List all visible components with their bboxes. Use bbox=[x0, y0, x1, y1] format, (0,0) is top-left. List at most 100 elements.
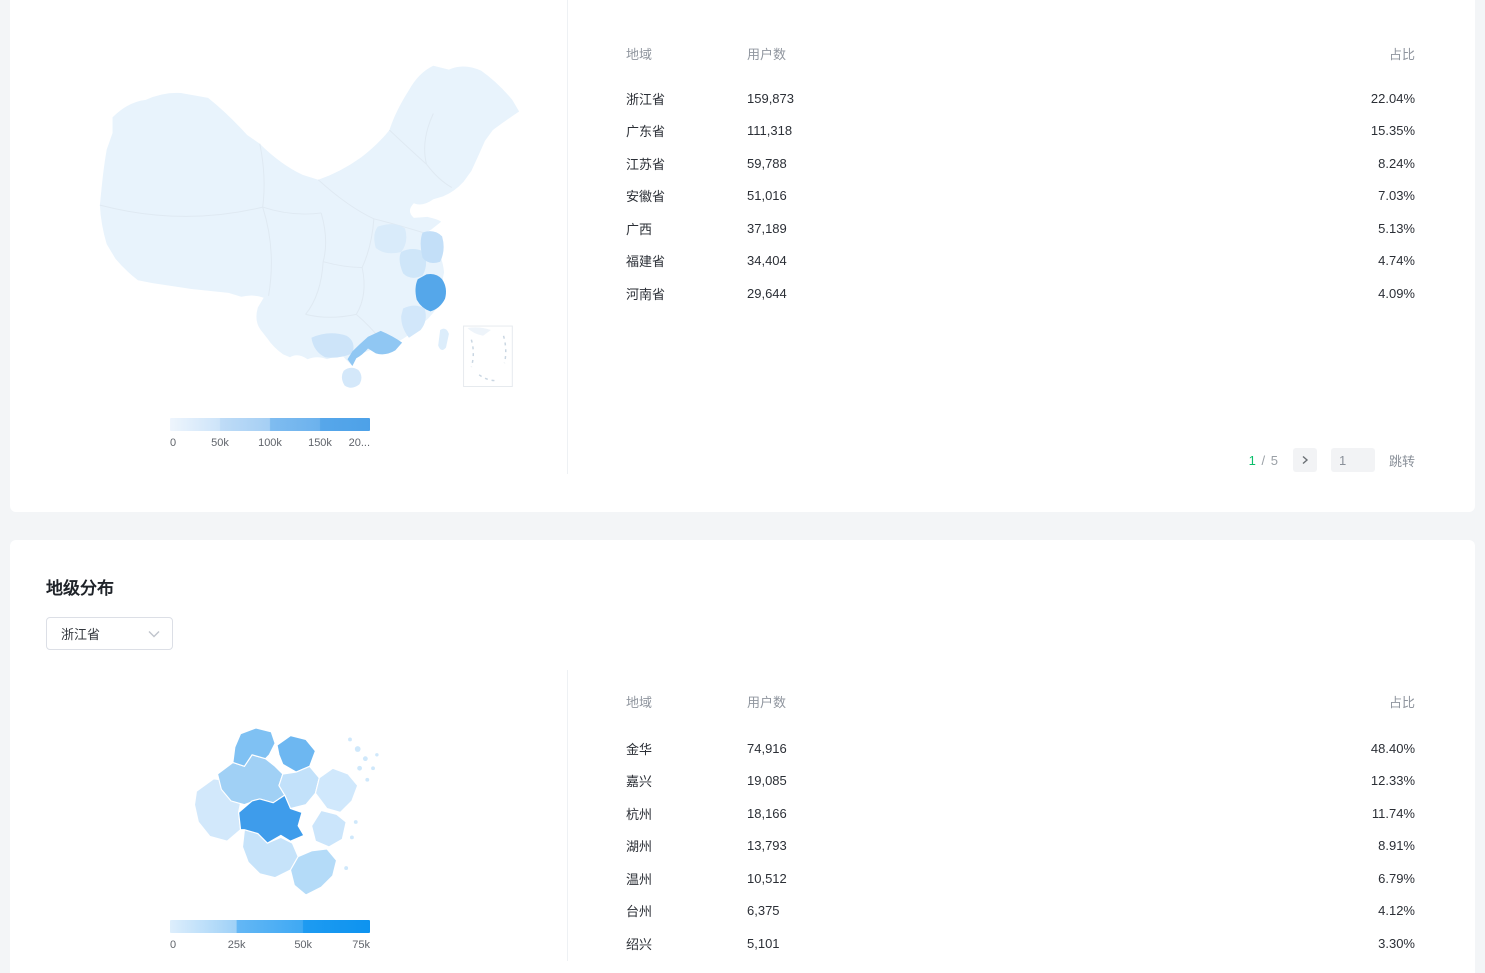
cell-region: 广西 bbox=[626, 221, 653, 237]
region-henan bbox=[374, 224, 407, 254]
table-row: 温州 10,512 6.79% bbox=[626, 862, 1415, 895]
cell-users: 18,166 bbox=[747, 805, 787, 821]
cell-share: 12.33% bbox=[1370, 773, 1415, 789]
region-shaoxing bbox=[278, 765, 320, 810]
city-distribution-card: 地级分布 浙江省 bbox=[10, 540, 1475, 973]
zhejiang-map-legend: 0 25k 50k 75k bbox=[170, 920, 370, 954]
page-indicator: 1 / 5 bbox=[1249, 453, 1279, 468]
chevron-right-icon bbox=[1302, 455, 1309, 465]
region-anhui bbox=[399, 249, 427, 278]
cell-users: 19,085 bbox=[747, 773, 787, 789]
cell-region: 台州 bbox=[626, 904, 653, 920]
cell-region: 安徽省 bbox=[626, 189, 666, 205]
cell-users: 34,404 bbox=[747, 253, 787, 269]
cell-share: 8.91% bbox=[1378, 838, 1415, 854]
cell-share: 3.30% bbox=[1378, 935, 1415, 951]
cell-users: 6,375 bbox=[747, 903, 780, 919]
cell-users: 10,512 bbox=[747, 870, 787, 886]
cell-users: 74,916 bbox=[747, 740, 787, 756]
col-header-users: 用户数 bbox=[747, 694, 787, 710]
col-header-region: 地域 bbox=[626, 46, 653, 62]
cell-users: 159,873 bbox=[747, 90, 794, 106]
cell-users: 5,101 bbox=[747, 935, 780, 951]
cell-share: 8.24% bbox=[1378, 155, 1415, 171]
cell-region: 金华 bbox=[626, 741, 653, 757]
legend-tick: 25k bbox=[227, 939, 246, 951]
zhejiang-choropleth-map[interactable] bbox=[162, 678, 442, 918]
table-row: 台州 6,375 4.12% bbox=[626, 895, 1415, 928]
region-huzhou bbox=[232, 727, 276, 768]
table-row: 广东省 111,318 15.35% bbox=[626, 115, 1415, 148]
cell-share: 6.79% bbox=[1378, 870, 1415, 886]
legend-tick: 50k bbox=[294, 939, 313, 951]
region-taiwan bbox=[438, 328, 449, 351]
cell-region: 江苏省 bbox=[626, 156, 666, 172]
table-header: 地域 用户数 占比 bbox=[626, 692, 1415, 710]
region-guangxi bbox=[311, 333, 354, 358]
cell-region: 广东省 bbox=[626, 124, 666, 140]
cell-users: 111,318 bbox=[747, 123, 793, 139]
legend-tick: 0 bbox=[170, 939, 177, 951]
region-guangdong[interactable] bbox=[347, 330, 403, 367]
table-row: 江苏省 59,788 8.24% bbox=[626, 147, 1415, 180]
cell-share: 4.74% bbox=[1378, 253, 1415, 269]
chevron-down-icon bbox=[148, 630, 160, 637]
legend-tick: 0 bbox=[170, 437, 177, 449]
cell-users: 29,644 bbox=[747, 285, 787, 301]
table-row: 广西 37,189 5.13% bbox=[626, 212, 1415, 245]
cell-share: 15.35% bbox=[1370, 123, 1415, 139]
col-header-share: 占比 bbox=[1388, 694, 1415, 710]
province-select[interactable]: 浙江省 bbox=[46, 617, 173, 650]
cell-share: 4.12% bbox=[1378, 903, 1415, 919]
cell-region: 温州 bbox=[626, 871, 653, 887]
zhejiang-legend-gradient bbox=[170, 920, 370, 933]
table-row: 金华 74,916 48.40% bbox=[626, 732, 1415, 765]
china-choropleth-map[interactable] bbox=[40, 16, 540, 406]
table-row: 杭州 18,166 11.74% bbox=[626, 797, 1415, 830]
region-jiangsu bbox=[420, 231, 444, 263]
cell-users: 59,788 bbox=[747, 155, 787, 171]
table-header: 地域 用户数 占比 bbox=[626, 44, 1415, 62]
legend-tick: 100k bbox=[258, 437, 282, 449]
region-hainan bbox=[341, 367, 362, 388]
cell-users: 13,793 bbox=[747, 838, 787, 854]
section-title: 地级分布 bbox=[46, 579, 114, 598]
china-legend-gradient bbox=[170, 418, 370, 431]
table-row: 浙江省 159,873 22.04% bbox=[626, 82, 1415, 115]
table-row: 安徽省 51,016 7.03% bbox=[626, 180, 1415, 213]
cell-share: 7.03% bbox=[1378, 188, 1415, 204]
cell-region: 绍兴 bbox=[626, 936, 653, 952]
table-row: 福建省 34,404 4.74% bbox=[626, 245, 1415, 278]
south-china-sea-inset bbox=[463, 325, 513, 387]
china-map-legend: 0 50k 100k 150k 20... bbox=[170, 418, 370, 452]
cell-share: 5.13% bbox=[1378, 220, 1415, 236]
cell-region: 湖州 bbox=[626, 839, 653, 855]
province-distribution-card: 0 50k 100k 150k 20... 地域 用户数 占比 浙江省 159,… bbox=[10, 0, 1475, 512]
legend-tick: 50k bbox=[211, 437, 229, 449]
region-ningbo bbox=[314, 767, 359, 814]
region-taizhou bbox=[310, 809, 347, 848]
region-wenzhou bbox=[289, 848, 338, 896]
cell-region: 浙江省 bbox=[626, 91, 666, 107]
zhejiang-map-panel: 0 25k 50k 75k bbox=[10, 670, 568, 961]
city-table-panel: 地域 用户数 占比 金华 74,916 48.40% 嘉兴 19,085 12.… bbox=[568, 670, 1475, 961]
region-zhejiang[interactable] bbox=[415, 273, 446, 312]
china-mainland-shape bbox=[99, 65, 520, 367]
pagination: 1 / 5 跳转 bbox=[626, 448, 1415, 472]
province-select-value: 浙江省 bbox=[61, 627, 101, 642]
page-jump-input[interactable] bbox=[1330, 448, 1375, 472]
legend-tick: 20... bbox=[348, 437, 370, 449]
table-row: 湖州 13,793 8.91% bbox=[626, 830, 1415, 863]
cell-users: 37,189 bbox=[747, 220, 787, 236]
table-row: 绍兴 5,101 3.30% bbox=[626, 927, 1415, 960]
region-jinhua[interactable] bbox=[238, 794, 305, 844]
table-row: 嘉兴 19,085 12.33% bbox=[626, 765, 1415, 798]
cell-share: 11.74% bbox=[1371, 805, 1415, 821]
cell-share: 48.40% bbox=[1370, 740, 1415, 756]
page-jump-button[interactable]: 跳转 bbox=[1388, 453, 1415, 469]
next-page-button[interactable] bbox=[1292, 448, 1317, 472]
cell-region: 嘉兴 bbox=[626, 774, 653, 790]
province-table-panel: 地域 用户数 占比 浙江省 159,873 22.04% 广东省 111,318… bbox=[568, 0, 1475, 512]
cell-share: 4.09% bbox=[1378, 285, 1415, 301]
page-separator: / bbox=[1261, 452, 1267, 468]
